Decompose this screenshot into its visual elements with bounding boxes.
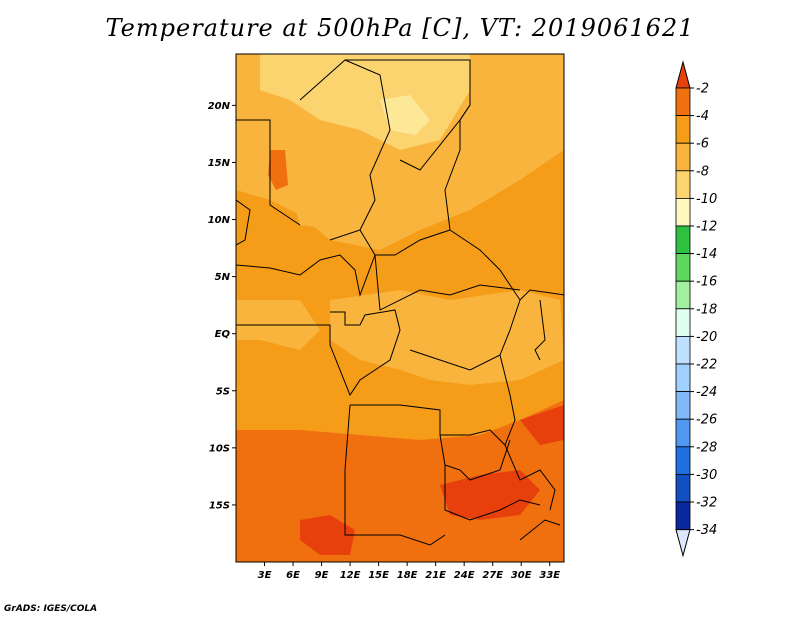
temperature-field [236,54,564,562]
longitude-axis: 3E 6E 9E 12E 15E 18E 21E 24E 27E 30E 33E [258,562,560,581]
lon-tick-label: 18E [397,570,418,581]
colorbar-segment [675,363,691,393]
colorbar-label: -8 [696,164,709,179]
colorbar-segment [675,170,691,199]
lat-tick-label: 5N [215,272,231,283]
colorbar-segment [675,197,691,227]
field-hot-patch-ne [520,405,564,445]
lon-tick-label: 27E [482,570,503,581]
colorbar-label: -20 [696,330,717,345]
lat-tick-label: 20N [208,101,231,112]
colorbar-segment [675,473,691,503]
field-light-patch-west [290,185,370,230]
lat-tick-label: EQ [215,329,231,340]
colorbar-bottom-arrow [675,529,691,558]
colorbar-label: -18 [696,302,717,317]
colorbar-top-arrow [675,60,691,89]
lat-tick-label: 10S [209,443,230,454]
lon-tick-label: 12E [340,570,361,581]
lon-tick-label: 33E [539,570,560,581]
lon-tick-label: 21E [425,570,446,581]
colorbar-segment [675,280,691,310]
country-borders [236,59,564,546]
lat-tick-label: 5S [216,386,230,397]
colorbar-label: -16 [696,275,717,290]
colorbar-label: -30 [696,468,717,483]
field-palest-patch [380,95,430,135]
colorbar-label: -2 [696,82,709,97]
lat-tick-label: 15S [209,500,230,511]
colorbar-label: -26 [696,413,717,428]
field-hot-patch-east [440,470,540,520]
map-frame [235,53,565,563]
lon-tick-label: 15E [368,570,389,581]
colorbar-segment [675,142,691,172]
colorbar-segment [675,225,691,255]
field-hot-patch-south [300,515,355,555]
colorbar-segment [675,391,691,420]
colorbar-label: -28 [696,440,717,455]
colorbar-segment [675,446,691,475]
lon-tick-label: 9E [315,570,329,581]
lon-tick-label: 6E [286,570,300,581]
chart-title: Temperature at 500hPa [C], VT: 201906162… [105,14,695,42]
lon-tick-label: 30E [511,570,532,581]
colorbar-segment [675,115,691,144]
colorbar-label: -4 [696,109,709,124]
colorbar-segment [675,418,691,448]
lat-tick-label: 10N [208,215,231,226]
credit-label: GrADS: IGES/COLA [4,604,98,614]
colorbar-segment [675,253,691,282]
colorbar-label: -34 [696,523,717,538]
colorbar-segment [675,308,691,337]
colorbar-label: -12 [696,220,717,235]
colorbar-segment [675,87,691,117]
lon-tick-label: 24E [454,570,475,581]
lon-tick-label: 3E [258,570,272,581]
colorbar-label: -14 [696,247,717,262]
colorbar-label: -32 [696,496,717,511]
colorbar-segment [675,335,691,365]
colorbar-label: -10 [696,192,717,207]
colorbar-segment [675,501,691,531]
lat-tick-label: 15N [208,158,231,169]
colorbar-label: -6 [696,137,709,152]
field-warm-streak [268,150,288,190]
latitude-axis: 20N 15N 10N 5N EQ 5S 10S 15S [208,101,236,511]
colorbar-label: -22 [696,358,717,373]
colorbar-label: -24 [696,385,717,400]
colorbar: -2 -4 -6 -8 -10 -12 -14 -16 -18 -20 -22 -24 -26 -28 -3… [675,60,717,558]
